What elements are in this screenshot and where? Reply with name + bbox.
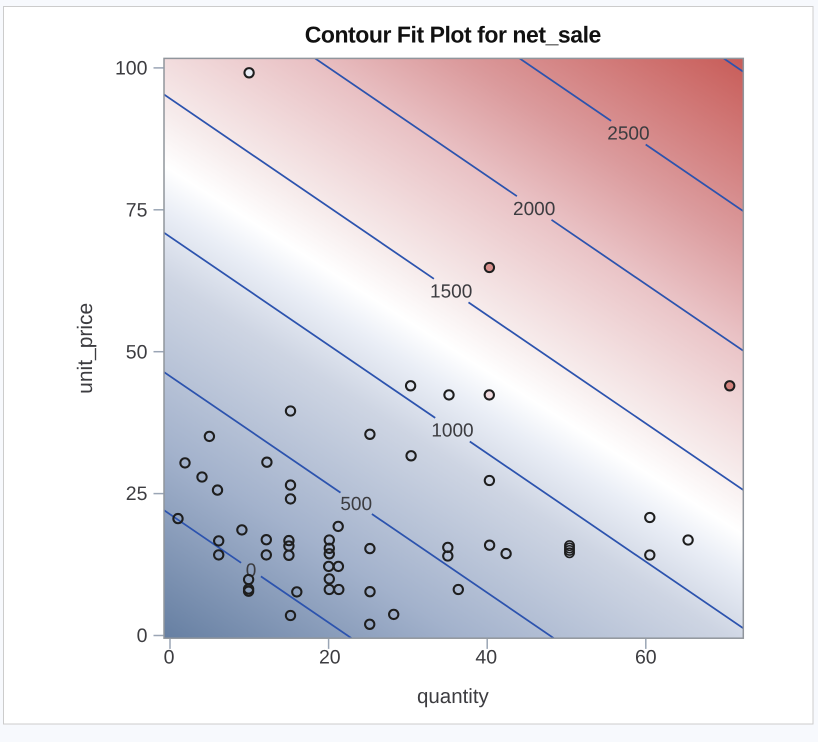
svg-text:unit_price: unit_price [74,303,97,394]
svg-text:25: 25 [126,483,148,505]
svg-text:75: 75 [126,199,148,221]
svg-text:0: 0 [164,647,175,669]
svg-text:Contour Fit Plot for net_sale: Contour Fit Plot for net_sale [305,21,601,47]
svg-text:50: 50 [126,341,148,363]
svg-text:500: 500 [340,494,372,515]
svg-text:2500: 2500 [607,124,649,145]
svg-text:20: 20 [319,647,341,669]
svg-text:0: 0 [137,625,148,647]
svg-text:1500: 1500 [430,281,472,302]
svg-text:2000: 2000 [513,199,555,220]
svg-text:quantity: quantity [417,685,490,708]
svg-text:1000: 1000 [431,421,473,442]
svg-text:60: 60 [635,647,657,669]
svg-text:0: 0 [246,560,257,581]
svg-text:100: 100 [115,58,148,80]
svg-text:40: 40 [475,647,497,669]
